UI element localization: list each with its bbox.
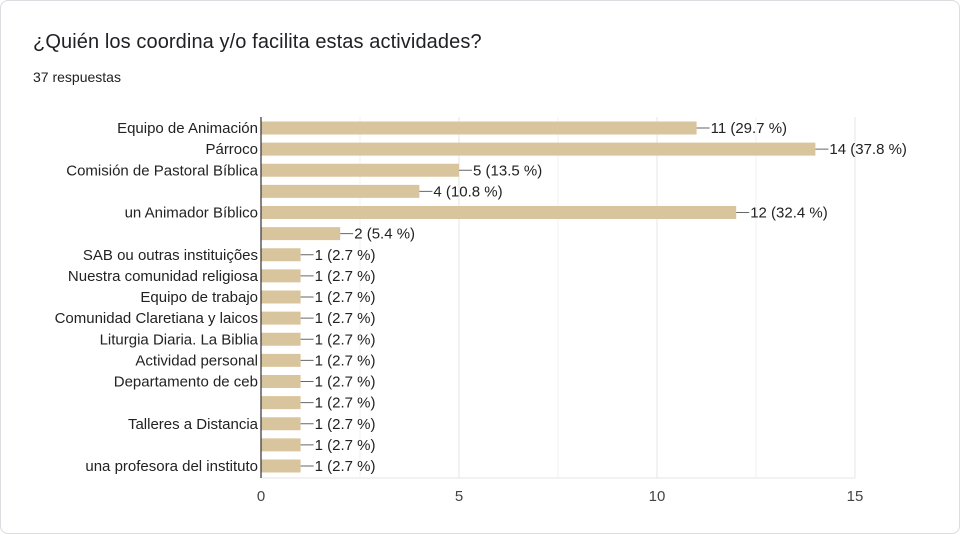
category-label-16: una profesora del instituto [85, 458, 258, 475]
bar-0 [261, 121, 697, 135]
value-label-3: 4 (10.8 %) [433, 183, 502, 200]
value-label-7: 1 (2.7 %) [315, 268, 376, 285]
bar-10 [261, 332, 301, 346]
value-label-14: 1 (2.7 %) [315, 416, 376, 433]
category-label-11: Actividad personal [135, 352, 258, 369]
bar-15 [261, 438, 301, 452]
category-label-4: un Animador Bíblico [125, 205, 258, 222]
bar-1 [261, 142, 816, 156]
category-label-6: SAB ou outras instituições [83, 247, 258, 264]
value-label-12: 1 (2.7 %) [315, 374, 376, 391]
bar-5 [261, 227, 341, 241]
x-tick-label-15: 15 [847, 488, 864, 505]
bar-3 [261, 184, 420, 198]
value-label-11: 1 (2.7 %) [315, 352, 376, 369]
value-label-8: 1 (2.7 %) [315, 289, 376, 306]
bar-4 [261, 206, 737, 219]
bar-11 [261, 353, 301, 367]
value-label-2: 5 (13.5 %) [473, 162, 542, 179]
bar-6 [261, 248, 301, 262]
bar-8 [261, 290, 301, 304]
value-label-13: 1 (2.7 %) [315, 395, 376, 412]
response-count: 37 respuestas [33, 69, 121, 85]
bar-14 [261, 417, 301, 431]
value-label-15: 1 (2.7 %) [315, 437, 376, 454]
value-label-1: 14 (37.8 %) [829, 141, 907, 158]
category-label-0: Equipo de Animación [117, 120, 258, 137]
category-label-7: Nuestra comunidad religiosa [68, 268, 259, 285]
x-tick-label-10: 10 [649, 488, 666, 505]
bar-16 [261, 459, 301, 473]
bar-9 [261, 311, 301, 325]
value-label-10: 1 (2.7 %) [315, 331, 376, 348]
x-tick-label-5: 5 [455, 488, 463, 505]
category-label-1: Párroco [205, 141, 258, 158]
category-label-12: Departamento de ceb [114, 374, 258, 391]
value-label-9: 1 (2.7 %) [315, 310, 376, 327]
category-label-14: Talleres a Distancia [128, 416, 259, 433]
value-label-5: 2 (5.4 %) [354, 226, 415, 243]
value-label-6: 1 (2.7 %) [315, 247, 376, 264]
category-label-2: Comisión de Pastoral Bíblica [66, 162, 258, 179]
question-title: ¿Quién los coordina y/o facilita estas a… [33, 31, 482, 53]
category-label-8: Equipo de trabajo [140, 289, 258, 306]
bar-2 [261, 163, 459, 177]
bar-12 [261, 375, 301, 388]
value-label-0: 11 (29.7 %) [711, 120, 787, 137]
bar-7 [261, 269, 301, 283]
value-label-16: 1 (2.7 %) [315, 458, 376, 475]
category-label-10: Liturgia Diaria. La Biblia [100, 331, 259, 348]
x-tick-label-0: 0 [257, 488, 265, 505]
value-label-4: 12 (32.4 %) [750, 205, 828, 222]
category-label-9: Comunidad Claretiana y laicos [55, 310, 258, 327]
bar-13 [261, 396, 301, 410]
